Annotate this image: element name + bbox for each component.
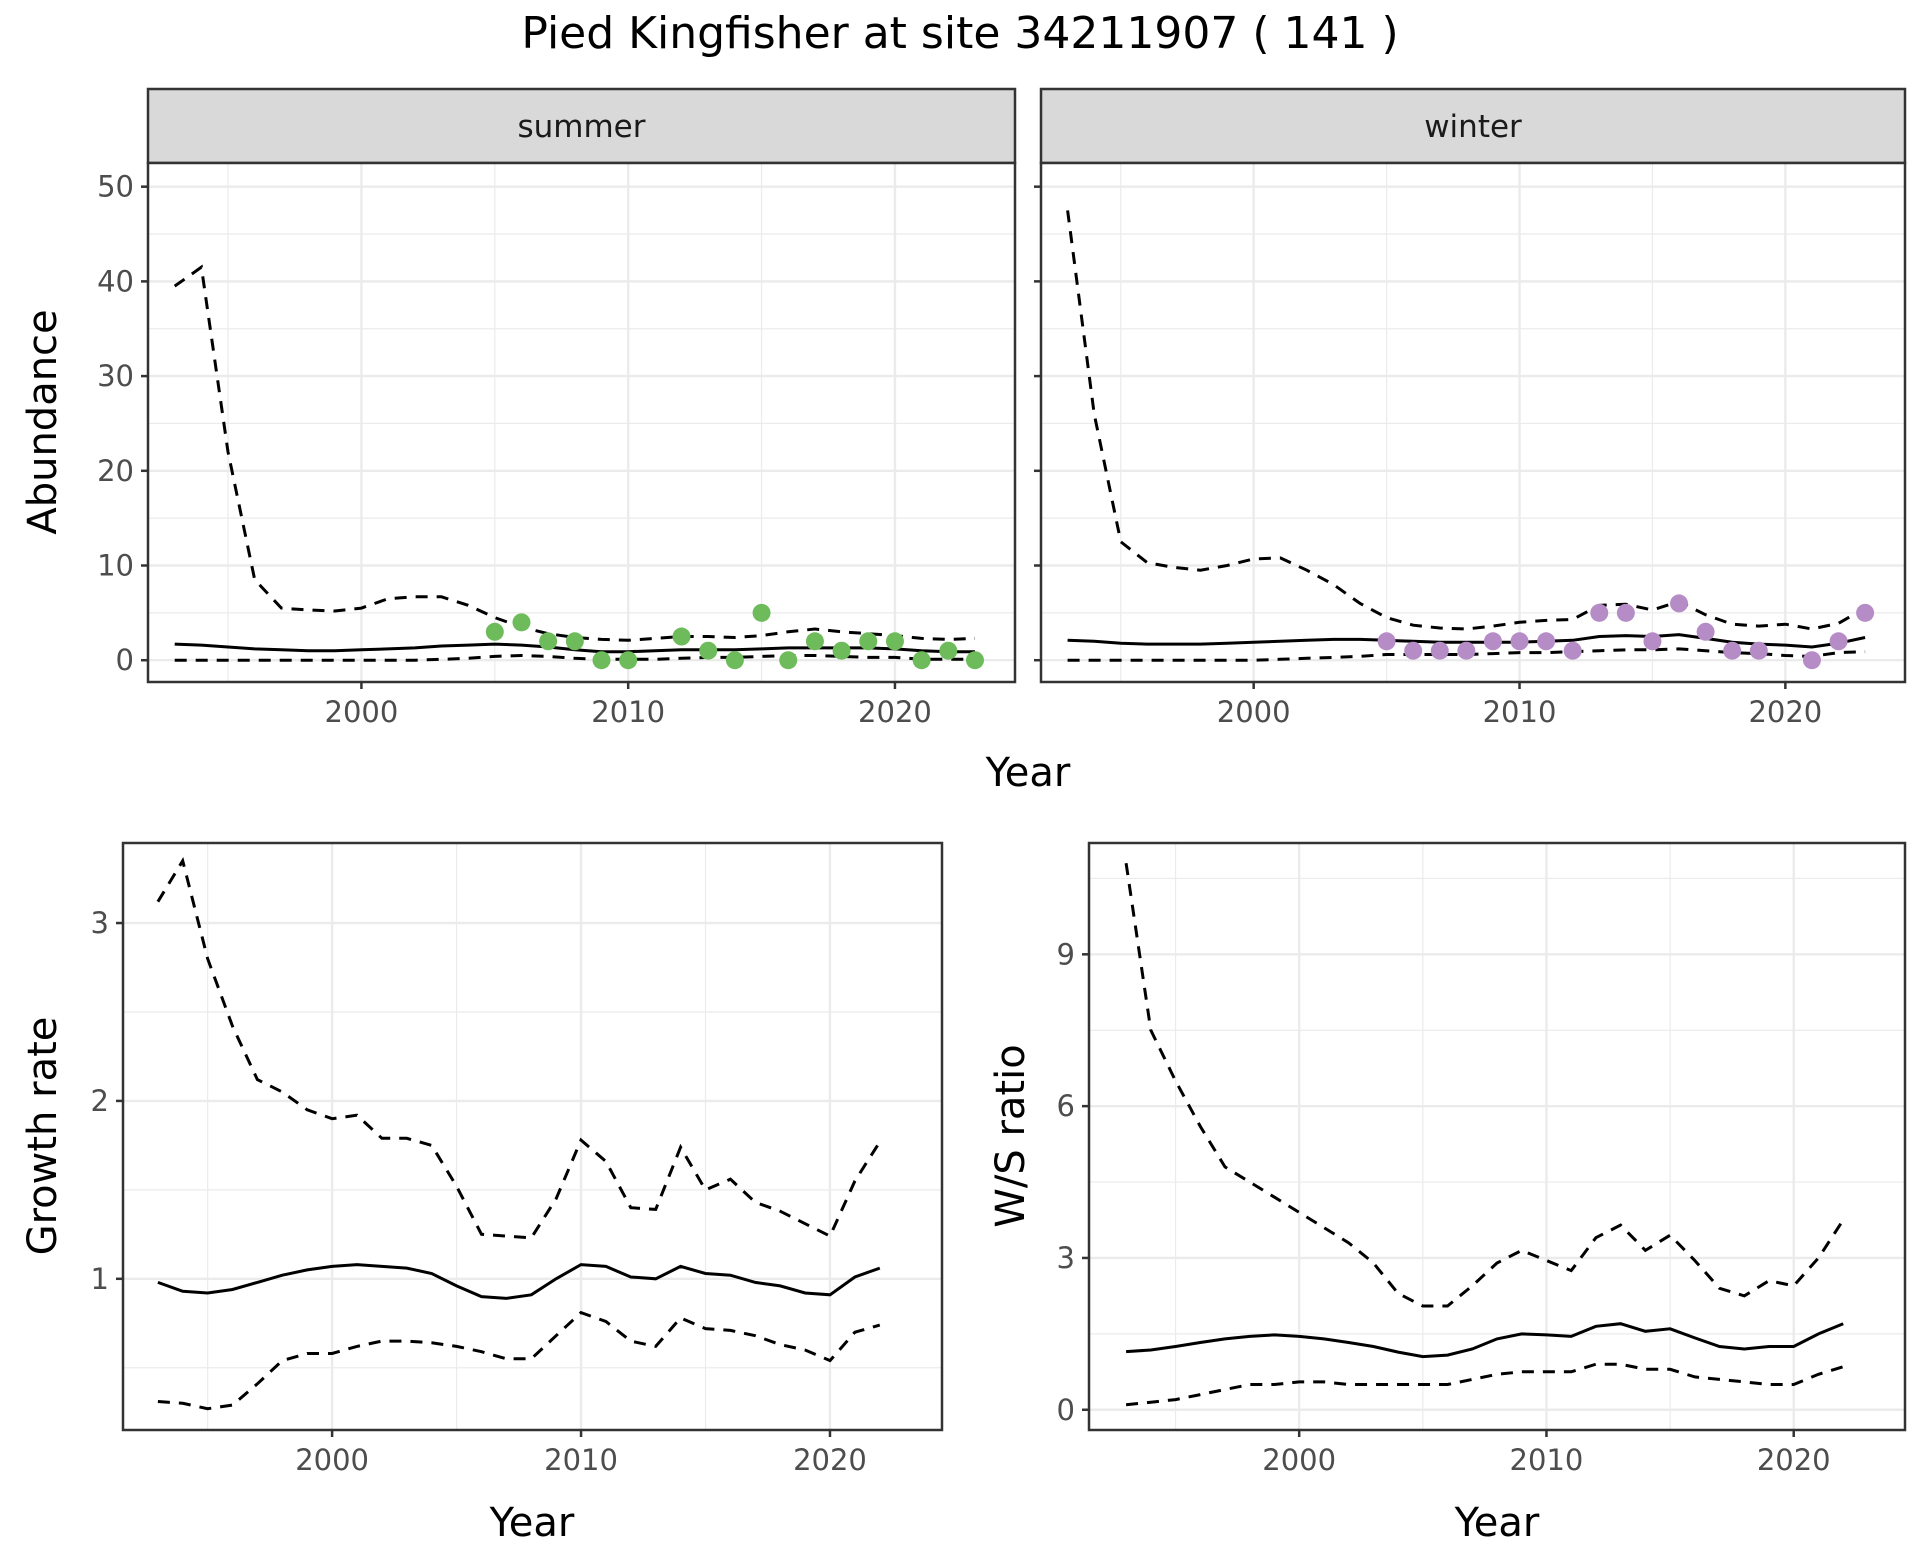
observed-point bbox=[512, 613, 531, 632]
observed-point bbox=[1430, 641, 1449, 660]
facet-strip-label: summer bbox=[517, 109, 645, 145]
panel-background bbox=[148, 163, 1015, 682]
x-axis-title-facets: Year bbox=[985, 750, 1071, 796]
x-tick-label: 2000 bbox=[1262, 1443, 1336, 1477]
observed-point bbox=[565, 632, 584, 651]
observed-point bbox=[1457, 641, 1476, 660]
observed-point bbox=[1829, 632, 1848, 651]
panel-background bbox=[1041, 163, 1905, 682]
y-axis-title: W/S ratio bbox=[988, 1044, 1034, 1227]
x-tick-label: 2010 bbox=[544, 1443, 618, 1477]
observed-point bbox=[725, 651, 744, 670]
observed-point bbox=[1483, 632, 1502, 651]
y-tick-label: 6 bbox=[1057, 1089, 1075, 1123]
y-tick-label: 0 bbox=[116, 643, 134, 677]
y-axis-title: Abundance bbox=[20, 309, 66, 534]
lower-bound-line bbox=[1067, 647, 1866, 662]
observed-point bbox=[1590, 603, 1609, 622]
x-tick-label: 2010 bbox=[1483, 695, 1557, 729]
observed-point bbox=[485, 622, 504, 641]
observed-point bbox=[1696, 622, 1715, 641]
y-tick-label: 3 bbox=[91, 906, 109, 940]
y-tick-label: 0 bbox=[1057, 1393, 1075, 1427]
observed-point bbox=[1856, 603, 1875, 622]
observed-point bbox=[939, 641, 958, 660]
x-tick-label: 2020 bbox=[1757, 1443, 1831, 1477]
observed-point bbox=[1563, 641, 1582, 660]
observed-point bbox=[1643, 632, 1662, 651]
y-tick-label: 20 bbox=[97, 454, 134, 488]
y-tick-label: 1 bbox=[91, 1262, 109, 1296]
panel-border bbox=[1039, 161, 1907, 684]
panel-growth-rate: 2000 2010 2020 1 2 3 Year Growth rate bbox=[20, 841, 944, 1546]
upper-bound-line bbox=[156, 856, 882, 1240]
lower-bound-line bbox=[157, 1310, 881, 1411]
y-tick-label: 30 bbox=[97, 359, 134, 393]
upper-bound-line bbox=[1124, 862, 1845, 1308]
x-tick-label: 2010 bbox=[1510, 1443, 1584, 1477]
observed-point bbox=[1723, 641, 1742, 660]
observed-point bbox=[619, 651, 638, 670]
observed-point bbox=[672, 627, 691, 646]
facet-strip bbox=[1039, 87, 1907, 165]
panel-border bbox=[146, 161, 1017, 684]
observed-point bbox=[1749, 641, 1768, 660]
y-tick-label: 40 bbox=[97, 264, 134, 298]
observed-point bbox=[1802, 651, 1821, 670]
y-tick-label: 2 bbox=[91, 1084, 109, 1118]
y-tick-label: 3 bbox=[1057, 1241, 1075, 1275]
observed-point bbox=[1510, 632, 1529, 651]
panel-winter: winter 2000 2010 2020 bbox=[1034, 87, 1907, 729]
y-tick-label: 10 bbox=[97, 549, 134, 583]
facet-strip-label: winter bbox=[1424, 109, 1522, 145]
upper-bound-line bbox=[1066, 210, 1866, 631]
x-tick-label: 2000 bbox=[1217, 695, 1291, 729]
lower-bound-line bbox=[174, 653, 975, 662]
facet-strip bbox=[146, 87, 1017, 165]
observed-point bbox=[779, 651, 798, 670]
panel-background bbox=[123, 843, 942, 1430]
panel-summer: summer 2000 2010 2020 0 10 20 30 40 50 Abundance bbox=[20, 87, 1017, 729]
panel-background bbox=[1089, 843, 1905, 1430]
observed-point bbox=[752, 603, 771, 622]
observed-point bbox=[832, 641, 851, 660]
observed-point bbox=[1404, 641, 1423, 660]
panel-border bbox=[1087, 841, 1907, 1432]
observed-point bbox=[1670, 594, 1689, 613]
x-tick-label: 2000 bbox=[295, 1443, 369, 1477]
estimate-line bbox=[1126, 1322, 1844, 1359]
observed-point bbox=[1537, 632, 1556, 651]
x-tick-label: 2020 bbox=[793, 1443, 867, 1477]
main-title: Pied Kingfisher at site 34211907 ( 141 ) bbox=[521, 8, 1398, 59]
observed-point bbox=[805, 632, 824, 651]
x-tick-label: 2000 bbox=[325, 695, 399, 729]
panel-border bbox=[121, 841, 944, 1432]
y-tick-label: 50 bbox=[97, 170, 134, 204]
observed-point bbox=[592, 651, 611, 670]
observed-point bbox=[885, 632, 904, 651]
observed-point bbox=[539, 632, 558, 651]
observed-point bbox=[912, 651, 931, 670]
y-tick-label: 9 bbox=[1057, 937, 1075, 971]
x-tick-label: 2010 bbox=[591, 695, 665, 729]
observed-point bbox=[1377, 632, 1396, 651]
x-axis-title: Year bbox=[1454, 1500, 1540, 1546]
x-axis-title: Year bbox=[489, 1500, 575, 1546]
observed-point bbox=[699, 641, 718, 660]
x-tick-label: 2020 bbox=[858, 695, 932, 729]
observed-point bbox=[1616, 603, 1635, 622]
x-tick-label: 2020 bbox=[1748, 695, 1822, 729]
y-axis-title: Growth rate bbox=[20, 1017, 66, 1256]
lower-bound-line bbox=[1125, 1362, 1844, 1407]
observed-point bbox=[965, 651, 984, 670]
estimate-line bbox=[157, 1263, 881, 1300]
panel-ws-ratio: 2000 2010 2020 0 3 6 9 Year W/S ratio bbox=[988, 841, 1907, 1546]
observed-point bbox=[859, 632, 878, 651]
